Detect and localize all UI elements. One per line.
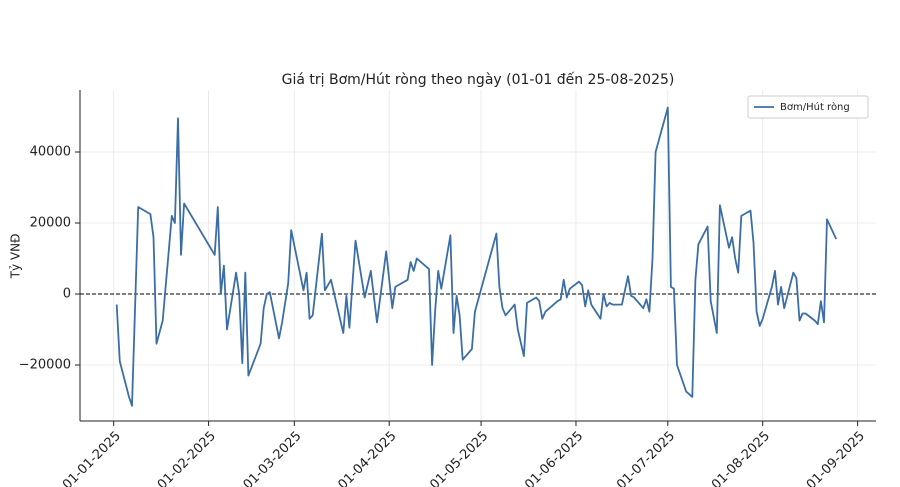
x-tick-label: 01-04-2025 xyxy=(335,429,399,487)
x-tick-label: 01-09-2025 xyxy=(804,429,868,487)
x-tick-label: 01-06-2025 xyxy=(522,429,586,487)
legend-box xyxy=(747,95,869,119)
x-tick-label: 01-02-2025 xyxy=(155,429,219,487)
legend: Bơm/Hút ròng xyxy=(747,95,869,119)
y-axis-label: Tỷ VNĐ xyxy=(9,234,23,280)
data-line xyxy=(115,106,838,407)
x-tick-label: 01-01-2025 xyxy=(60,429,124,487)
legend-label: Bơm/Hút ròng xyxy=(780,101,850,113)
y-tick-label: 20000 xyxy=(30,215,71,230)
x-tick-label: 01-05-2025 xyxy=(427,429,491,487)
y-tick-label: 40000 xyxy=(30,145,71,160)
x-tick-label: 01-03-2025 xyxy=(241,429,305,487)
x-tick-label: 01-08-2025 xyxy=(709,429,773,487)
x-tick-label: 01-07-2025 xyxy=(614,429,678,487)
y-tick-label: 0 xyxy=(63,286,71,301)
chart-title: Giá trị Bơm/Hút ròng theo ngày (01-01 đế… xyxy=(282,71,675,88)
y-tick-label: −20000 xyxy=(19,357,71,372)
